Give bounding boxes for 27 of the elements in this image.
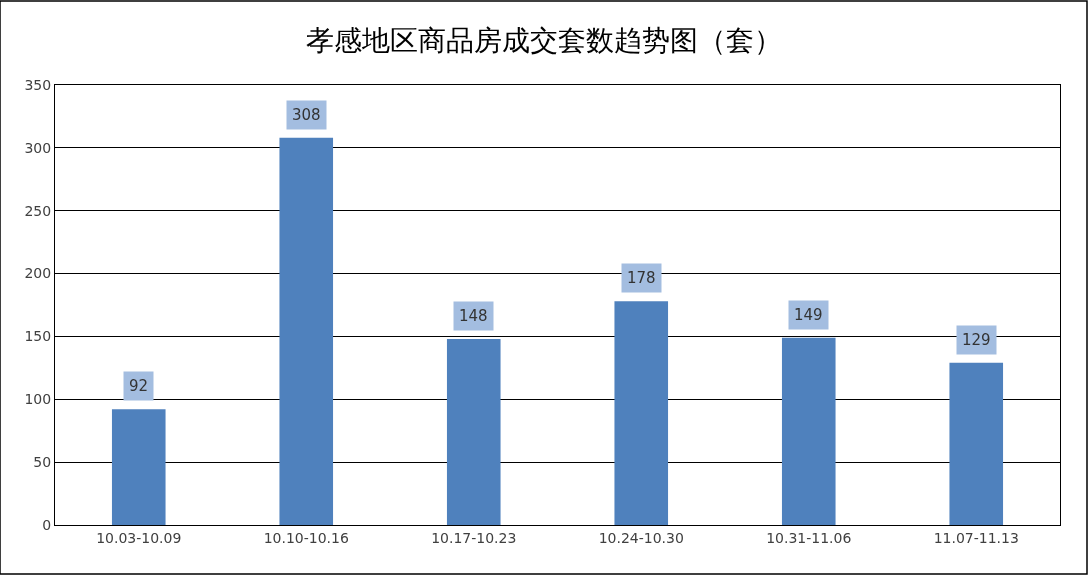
chart-title: 孝感地区商品房成交套数趋势图（套） [306,24,782,58]
data-label: 92 [129,377,149,395]
x-tick-label: 10.31-11.06 [766,529,852,546]
x-tick-label: 11.07-11.13 [933,529,1019,546]
bar [446,338,501,525]
y-tick-label: 300 [24,139,52,156]
y-tick-label: 250 [24,202,52,219]
bar [279,137,334,525]
y-tick-label: 100 [24,391,52,408]
data-label: 149 [794,306,823,324]
data-label: 178 [627,269,656,287]
bar [614,301,669,525]
bar [111,409,166,525]
y-tick-label: 50 [33,454,52,471]
y-tick-label: 150 [24,328,52,345]
x-tick-label: 10.17-10.23 [431,529,517,546]
y-tick-label: 200 [24,265,52,282]
bar [781,337,836,525]
y-tick-label: 350 [24,76,52,93]
data-label: 308 [292,106,321,124]
x-tick-label: 10.10-10.16 [263,529,349,546]
y-tick-label: 0 [42,516,52,533]
x-tick-label: 10.24-10.30 [598,529,684,546]
data-label: 148 [459,307,488,325]
x-tick-label: 10.03-10.09 [96,529,182,546]
bar [949,362,1004,525]
data-label: 129 [962,331,991,349]
